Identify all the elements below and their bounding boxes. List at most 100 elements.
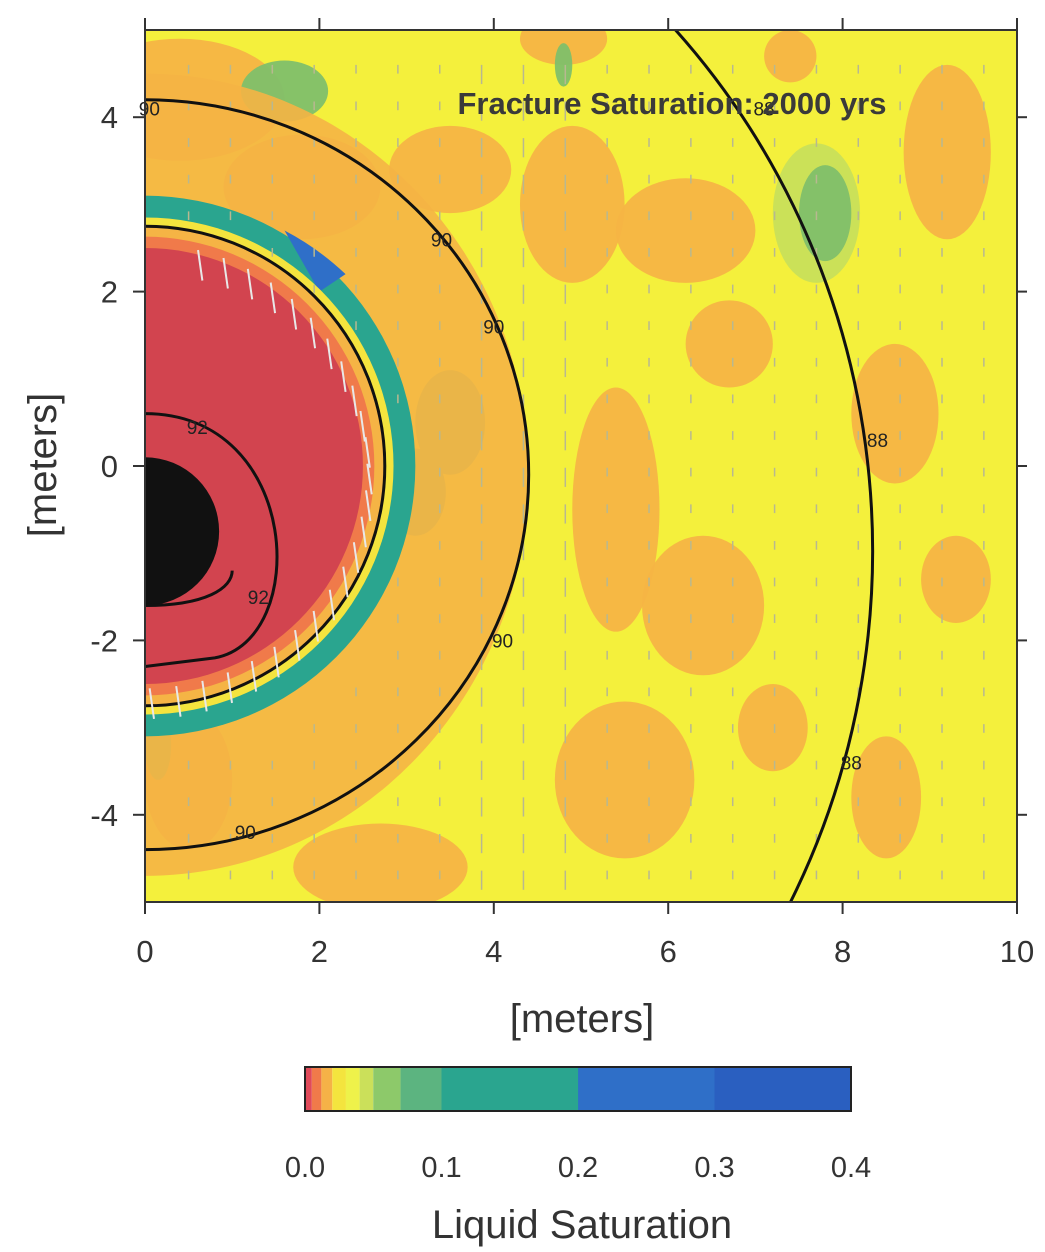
flux-vectors [148,64,985,890]
colorbar-tick-label: 0.1 [421,1152,461,1184]
colorbar-label: Liquid Saturation [432,1203,732,1247]
saturation-patch [389,125,512,214]
contour-label: 90 [483,317,504,338]
saturation-patch [554,43,573,87]
y-tick-label: -2 [90,623,118,658]
chart-title: Fracture Saturation: 2000 yrs [457,86,886,121]
flux-vector [197,249,204,281]
flux-vector [269,282,277,314]
axis-ticks [133,18,1027,914]
saturation-patch [615,178,756,283]
colorbar-band [441,1067,578,1111]
contour-line-92-inner [145,570,234,608]
flux-vector [342,566,349,598]
y-axis-label: [meters] [21,393,65,537]
colorbar: 0.0 0.1 0.2 0.3 0.4 Liquid Saturation [285,1066,871,1247]
saturation-patch [572,387,660,632]
colorbar-tick-label: 0.2 [558,1152,598,1184]
saturation-patch [921,535,991,623]
drift-region [145,195,416,737]
colorbar-band [332,1067,346,1111]
x-tick-label: 2 [311,934,328,969]
orange-annulus [145,73,529,876]
flux-vector [148,688,155,719]
saturation-patch [685,300,773,388]
colorbar-tick-label: 0.4 [831,1152,871,1184]
y-tick-label: 0 [101,449,118,484]
colorbar-band [714,1067,851,1111]
x-tick-label: 0 [136,934,153,969]
contour-label: 92 [187,418,208,439]
colorbar-bands [305,1067,851,1111]
colorbar-tick-label: 0.3 [694,1152,734,1184]
flux-vector [352,542,360,573]
flux-vector [226,672,233,704]
contour-line-88 [673,30,875,902]
contour-label: 88 [867,431,888,452]
waste-package [145,457,220,606]
flux-vector [351,385,358,417]
saturation-patch [903,64,991,240]
contour-label: 90 [235,823,256,844]
flux-vector [222,257,229,289]
x-tick-label: 6 [660,934,677,969]
flux-vector [250,660,258,692]
contour-label: 90 [492,631,513,652]
x-tick-label: 4 [485,934,502,969]
y-tick-label: 2 [101,275,118,310]
contour-label: 88 [841,753,862,774]
flux-vector [328,589,336,621]
x-axis-label: [meters] [510,997,654,1041]
drift-wall [145,224,387,708]
colorbar-tick-labels: 0.0 0.1 0.2 0.3 0.4 [285,1152,871,1184]
flux-vector [312,610,319,642]
contour-label: 92 [248,588,269,609]
contour-label: 90 [431,230,452,251]
x-tick-labels: 0 2 4 6 8 10 [136,934,1034,969]
contour-lines [145,30,875,902]
saturation-patches [145,30,991,902]
colorbar-tick-label: 0.0 [285,1152,325,1184]
x-tick-label: 10 [1000,934,1034,969]
saturation-patch [519,125,625,283]
x-tick-label: 8 [834,934,851,969]
flux-vector [365,490,372,522]
colorbar-band [578,1067,715,1111]
contour-line-92 [145,412,279,669]
flux-vector [359,410,366,442]
colorbar-band [305,1067,312,1111]
saturation-patch [851,343,939,484]
colorbar-band [400,1067,442,1111]
flux-vector [273,646,280,678]
saturation-patch [554,701,695,859]
colorbar-frame [304,1066,852,1112]
colorbar-band [373,1067,401,1111]
flux-vector [290,298,298,330]
y-tick-label: 4 [101,100,118,135]
flux-vector [360,516,367,548]
colorbar-band [345,1067,360,1111]
colorbar-band [311,1067,322,1111]
saturation-patch [799,165,852,262]
y-tick-labels: 4 2 0 -2 -4 [90,100,118,833]
saturation-patch [642,535,765,676]
flux-vector [340,361,347,393]
flux-vector [175,686,182,717]
saturation-patch [737,684,808,772]
flux-vector [366,463,373,495]
flux-vector [246,268,254,300]
saturation-patch [851,736,922,859]
flux-vector [364,437,371,468]
plot-area [145,30,1017,902]
saturation-patch [293,823,468,902]
y-tick-label: -4 [90,798,118,833]
colorbar-band [359,1067,374,1111]
flux-vector [309,317,317,349]
contour-label: 88 [754,99,775,120]
saturation-patch [764,30,817,83]
contour-line-90 [145,98,531,852]
flux-vector [294,629,301,661]
flux-vector [201,680,208,712]
flux-vector [326,338,333,370]
